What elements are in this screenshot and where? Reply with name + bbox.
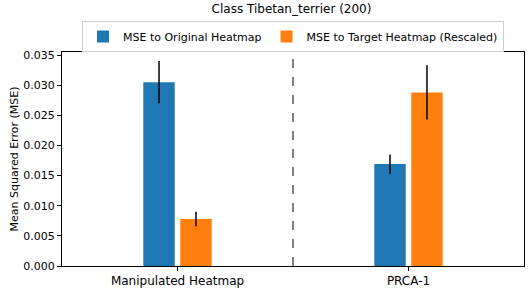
svg-text:0.030: 0.030 xyxy=(23,79,55,92)
svg-text:PRCA-1: PRCA-1 xyxy=(387,274,430,288)
svg-text:0.020: 0.020 xyxy=(23,139,55,152)
svg-text:Manipulated Heatmap: Manipulated Heatmap xyxy=(111,274,244,288)
svg-text:MSE to Target Heatmap (Rescale: MSE to Target Heatmap (Rescaled) xyxy=(307,31,498,44)
svg-text:0.005: 0.005 xyxy=(23,230,55,243)
svg-text:0.015: 0.015 xyxy=(23,169,55,182)
svg-text:MSE to Original Heatmap: MSE to Original Heatmap xyxy=(123,31,262,44)
svg-text:Mean Squared Error (MSE): Mean Squared Error (MSE) xyxy=(8,87,21,232)
svg-text:0.000: 0.000 xyxy=(23,260,55,273)
svg-text:0.010: 0.010 xyxy=(23,200,55,213)
svg-text:Class Tibetan_terrier (200): Class Tibetan_terrier (200) xyxy=(212,2,372,16)
svg-text:0.035: 0.035 xyxy=(23,49,55,62)
svg-text:0.025: 0.025 xyxy=(23,109,55,122)
